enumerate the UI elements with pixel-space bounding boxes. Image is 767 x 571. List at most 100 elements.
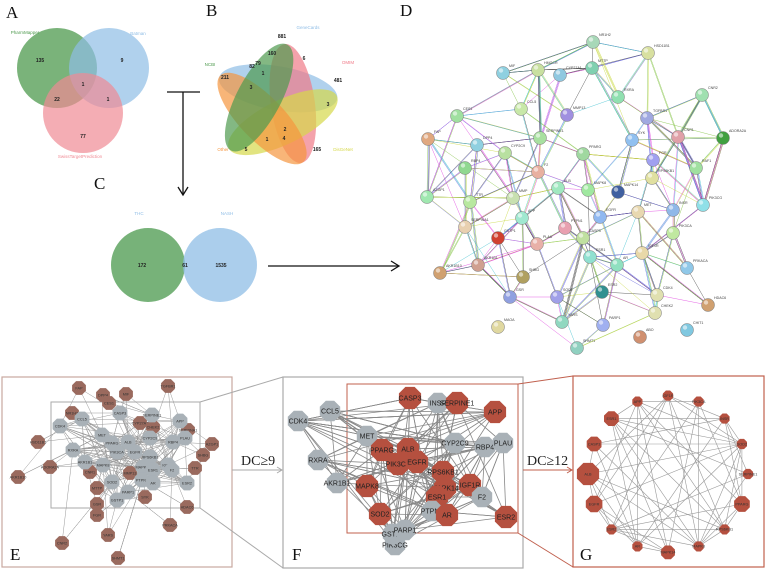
network-g-node[interactable]: EGFR [585,495,603,513]
network-e-node[interactable]: ADORA2A [41,460,60,474]
network-f-node[interactable]: PARP1 [394,519,417,541]
network-f-node[interactable]: PPARG [370,438,394,462]
network-f-node[interactable]: MAPK8 [355,474,379,498]
network-g-node[interactable]: ALB [576,462,600,486]
network-g-node[interactable]: ESR1 [604,411,619,426]
network-f-node[interactable]: AKR1B1 [324,472,351,494]
network-d-node[interactable]: PIK3CG [696,196,723,212]
network-e-node[interactable]: SHBG [196,448,210,462]
network-d-node[interactable]: SERPINE1 [533,129,564,145]
network-d-node[interactable]: DPP4 [470,136,493,152]
network-d-node[interactable]: PTPN1 [558,219,583,235]
network-e-node[interactable]: YARS [101,528,115,542]
network-e-node[interactable]: TGFBR1 [161,379,176,393]
network-d-node[interactable]: PARP1 [596,316,621,332]
network-g-node[interactable]: SERPINE1 [739,468,758,480]
network-e-node[interactable]: MET [94,427,110,443]
network-d-node[interactable]: PPARG [576,145,602,161]
network-e-node[interactable]: PIK3CA [109,444,125,460]
network-g-node[interactable]: MAPK14 [661,545,676,560]
network-f-node[interactable]: RBP4 [474,436,496,458]
network-d-node[interactable]: ESR1 [583,248,606,264]
network-e-node[interactable]: EGFR [127,444,143,460]
network-e-node[interactable]: MTTP [90,481,104,495]
network-e-node[interactable]: HSD11B1 [30,435,47,449]
network-e-node[interactable]: AKR1B10 [10,470,27,484]
network-d-node[interactable]: RXRA [611,88,635,104]
network-d-node[interactable]: NR1H2 [586,33,611,49]
network-d-node[interactable]: INSR [666,201,688,217]
network-d-node[interactable]: PRKACA [680,259,709,275]
network-d-node[interactable]: RPS6KB1 [645,169,675,185]
network-g-node[interactable]: SOD2 [737,438,747,450]
network-d-node[interactable]: APP [515,209,536,225]
network-d-node[interactable]: SYK [625,131,646,147]
network-d-node[interactable]: YARS [555,313,579,329]
network-e-node[interactable]: CNR2 [55,536,69,550]
network-d-node[interactable]: ESR2 [595,283,618,299]
network-d-node[interactable]: TTR [463,193,484,209]
network-d-node[interactable]: MMP13 [560,106,586,122]
network-e-node[interactable]: GSR [90,497,104,511]
network-d-node[interactable]: CYP2C9 [498,144,525,160]
network-d-node[interactable]: CHEK2 [648,304,673,320]
network-f-node[interactable]: AR [435,503,459,527]
network-d-node[interactable]: ABO [633,328,654,344]
network-d-node[interactable]: SERPINA1 [458,218,489,234]
network-e-node[interactable]: RBP4 [165,434,181,450]
network-d-node[interactable]: MIF [496,64,516,80]
network-d-node[interactable]: CASP3 [576,229,601,245]
network-e-node[interactable]: ESR2 [179,475,195,491]
network-d-node[interactable]: MAPK8 [581,181,607,197]
network-e-node[interactable]: FGR [90,508,104,522]
network-e-node[interactable]: CASP3 [112,405,128,421]
network-f-node[interactable]: INSR [427,392,449,414]
network-g-node[interactable]: IGF1R [662,390,674,401]
network-e-node[interactable]: RXRA [65,442,81,458]
network-g-node[interactable]: ESR2 [606,524,617,535]
network-e-node[interactable]: CHEK2 [146,420,160,434]
network-e-node[interactable]: SHMT1 [111,551,125,565]
network-e-node[interactable]: MAPK8 [95,457,111,473]
network-d-node[interactable]: F2 [531,163,549,179]
network-d-node[interactable]: AKR1B10 [433,264,462,280]
network-d-node[interactable]: AZGP1 [420,188,445,204]
network-f-node[interactable]: CDK4 [287,410,309,432]
network-e-node[interactable]: SERPINE1 [143,407,162,423]
network-d-node[interactable]: AKR1B1 [471,256,498,272]
network-d-node[interactable]: EGFR [593,208,617,224]
network-f-node[interactable]: MET [356,425,378,447]
network-d-node[interactable]: IGF1R [635,244,659,260]
network-e-node[interactable]: FAP [72,381,86,395]
network-d-node[interactable]: RAF1 [689,159,712,175]
network-d-node[interactable]: HMGCR [531,61,558,77]
network-f-node[interactable]: F2 [471,486,493,508]
network-f-node[interactable]: SERPINE1 [440,391,475,415]
network-e-node[interactable]: AKR1B1 [77,454,93,470]
network-f-node[interactable]: CASP3 [399,386,422,410]
network-e-node[interactable]: CDK4 [52,418,68,434]
network-d-node[interactable]: RBP4 [458,159,481,175]
network-e-node[interactable]: TTR [188,461,202,475]
network-d-node[interactable]: CNR1 [671,128,694,144]
network-d-node[interactable]: HDAC6 [701,296,727,312]
network-e-node[interactable]: CYP27A1 [132,416,149,430]
network-d-node[interactable]: MET [631,203,653,219]
network-f-node[interactable]: SOD2 [368,502,392,526]
network-g-node[interactable]: PIK3CA [692,396,706,407]
network-d-node[interactable]: MAPK14 [611,183,639,199]
network-e-node[interactable]: CES1 [102,396,116,410]
network-d-node[interactable]: SOD2 [550,288,573,304]
network-d-node[interactable]: GSR [503,288,525,304]
network-e-node[interactable]: HDAC6 [180,500,194,514]
network-f-node[interactable]: PLAU [492,432,514,454]
network-d-node[interactable]: ADORA2A [716,129,747,145]
network-g-node[interactable]: APP [632,396,643,407]
network-d-node[interactable]: PLAU [530,235,553,251]
network-e-node[interactable]: PRKACA [162,518,178,532]
network-d-node[interactable]: AR [610,256,629,272]
network-d-node[interactable]: HSD11B1 [641,44,670,60]
network-g-node[interactable]: RPS6KB1 [716,524,733,535]
network-d-node[interactable]: MTTP [585,59,609,75]
network-e-node[interactable]: GSTP1 [109,492,125,508]
